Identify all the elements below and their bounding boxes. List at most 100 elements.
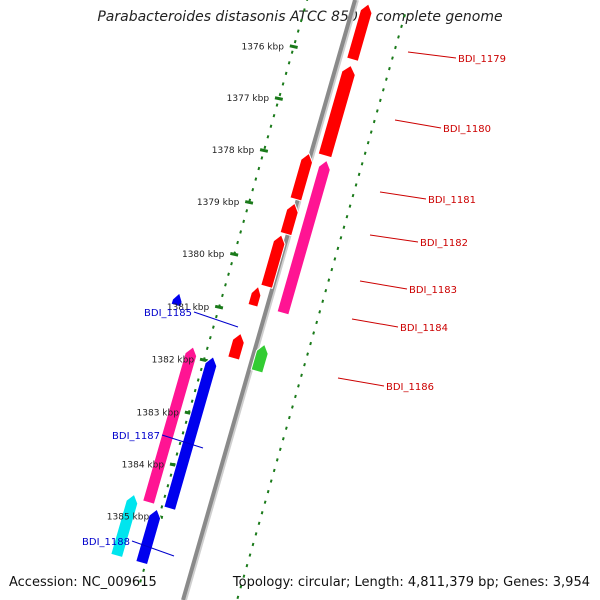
tick-dot	[369, 130, 373, 134]
gene-arrow	[170, 292, 183, 308]
tick-dot	[184, 420, 188, 425]
gene-label: BDI_1183	[409, 285, 457, 296]
tick-dot	[312, 331, 316, 335]
tick-dot	[236, 595, 240, 600]
tick-dot	[254, 177, 258, 181]
tick-dot	[327, 278, 331, 282]
tick-dot	[351, 193, 355, 198]
tick-dot	[321, 299, 325, 303]
tick-dot	[281, 82, 285, 86]
tick-dot	[239, 585, 243, 589]
tick-dot	[278, 447, 282, 452]
gene-arrow	[276, 159, 331, 316]
tick-dot	[236, 240, 239, 245]
tick-dot	[266, 489, 270, 494]
tick-dot	[139, 579, 142, 583]
tick-dot	[281, 437, 285, 441]
gene-arrow	[346, 3, 373, 62]
gene-arrow	[135, 508, 162, 566]
map-title: Parabacteroides distasonis ATCC 8503, co…	[97, 9, 503, 25]
tick-dot	[260, 511, 264, 515]
tick-dot	[224, 283, 227, 287]
gene-label: BDI_1179	[458, 54, 506, 65]
gene-leader-line	[337, 377, 385, 387]
gene-arrow	[260, 233, 286, 290]
tick-dot	[388, 66, 391, 71]
tick-dot	[288, 415, 291, 420]
kbp-tick	[230, 251, 239, 257]
gene-label: BDI_1181	[428, 195, 476, 206]
tick-dot	[257, 521, 261, 526]
topology-text: Topology: circular; Length: 4,811,379 bp…	[232, 575, 590, 590]
tick-dot	[348, 204, 352, 208]
tick-dot	[363, 151, 367, 155]
tick-dot	[324, 288, 328, 293]
gene-label: BDI_1184	[400, 323, 448, 334]
tick-dot	[287, 61, 291, 65]
backbone-line	[181, 0, 357, 600]
tick-dot	[378, 98, 382, 103]
tick-dot	[291, 405, 294, 409]
tick-dot	[269, 479, 273, 483]
tick-dot	[385, 77, 388, 81]
tick-dot	[196, 378, 200, 382]
tick-dot	[360, 162, 364, 166]
tick-dot	[227, 272, 230, 276]
gene-arrow	[289, 152, 314, 202]
tick-dot	[160, 505, 164, 509]
tick-dot	[199, 367, 203, 372]
tick-dot	[260, 156, 264, 160]
tick-dot	[251, 187, 255, 192]
tick-dot	[345, 214, 349, 219]
kbp-label: 1385 kbp	[107, 512, 150, 522]
tick-dot	[278, 92, 282, 97]
gene-leader-line	[407, 51, 457, 59]
tick-dot	[205, 346, 209, 351]
kbp-tick	[259, 148, 269, 153]
gene-leader-line	[351, 318, 399, 328]
tick-dot	[309, 341, 312, 346]
tick-dot	[248, 553, 252, 557]
tick-dot	[294, 394, 297, 399]
gene-label: BDI_1182	[420, 238, 468, 249]
gene-leader-line	[193, 311, 239, 328]
tick-dot	[166, 484, 170, 488]
gene-arrow	[227, 332, 245, 361]
gene-label: BDI_1187	[112, 431, 160, 442]
kbp-label: 1382 kbp	[152, 356, 195, 366]
tick-dot	[272, 468, 276, 473]
tick-dot	[403, 14, 406, 18]
tick-dot	[336, 246, 340, 251]
tick-dot	[245, 209, 249, 213]
tick-dot	[275, 458, 279, 462]
gene-arrow	[110, 493, 139, 559]
tick-dot	[263, 500, 267, 504]
tick-dot	[293, 39, 297, 44]
gene-leader-line	[394, 119, 442, 129]
gene-leader-line	[161, 434, 204, 449]
tick-dot	[221, 293, 224, 298]
tick-dot	[242, 219, 246, 224]
tick-dot	[242, 574, 246, 578]
tick-dot	[400, 24, 403, 29]
kbp-tick	[244, 200, 254, 205]
tick-dot	[375, 109, 379, 113]
kbp-label: 1376 kbp	[242, 42, 285, 52]
tick-dot	[215, 314, 218, 319]
tick-dot	[239, 230, 243, 234]
tick-dot	[245, 563, 249, 568]
outer-tick-track	[236, 14, 406, 600]
tick-dot	[330, 267, 334, 272]
tick-dot	[318, 310, 322, 314]
tick-dot	[175, 452, 179, 456]
gene-leader-line	[379, 191, 427, 200]
tick-dot	[275, 103, 279, 107]
tick-dot	[269, 124, 273, 128]
tick-dot	[190, 399, 194, 403]
kbp-tick	[214, 304, 224, 310]
tick-dot	[342, 225, 346, 229]
accession-text: Accession: NC_009615	[9, 575, 157, 590]
gene-arrow	[250, 343, 269, 374]
tick-dot	[394, 45, 397, 50]
tick-dot	[230, 261, 233, 266]
